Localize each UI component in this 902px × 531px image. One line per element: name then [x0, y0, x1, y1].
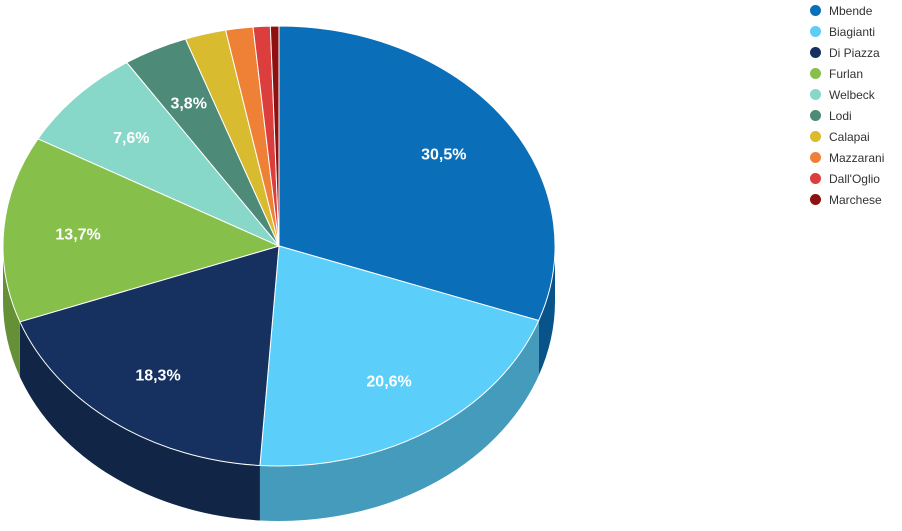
legend-label: Mazzarani [829, 150, 885, 165]
slice-marchese[interactable] [269, 25, 280, 247]
legend-label: Furlan [829, 66, 864, 81]
slice-furlan[interactable] [2, 138, 280, 323]
legend-item-mazzarani[interactable]: Mazzarani [810, 147, 902, 168]
legend-marker-icon [810, 152, 821, 163]
legend-marker-icon [810, 89, 821, 100]
legend-marker-icon [810, 131, 821, 142]
data-label-welbeck: 7,6% [113, 130, 149, 147]
legend-item-lodi[interactable]: Lodi [810, 105, 902, 126]
legend-label: Biagianti [829, 24, 876, 39]
pie-slices [2, 25, 556, 467]
legend-label: Marchese [829, 192, 882, 207]
legend-marker-icon [810, 26, 821, 37]
slice-side-furlan [3, 246, 20, 377]
legend-label: Mbende [829, 3, 873, 18]
legend-item-welbeck[interactable]: Welbeck [810, 84, 902, 105]
legend-item-dall-oglio[interactable]: Dall'Oglio [810, 168, 902, 189]
legend-marker-icon [810, 47, 821, 58]
data-labels: 30,5% 20,6% 18,3% 13,7% 7,6% 3,8% [55, 95, 466, 390]
legend-item-mbende[interactable]: Mbende [810, 0, 902, 21]
slice-welbeck[interactable] [37, 62, 280, 247]
legend-marker-icon [810, 194, 821, 205]
legend-item-furlan[interactable]: Furlan [810, 63, 902, 84]
data-label-di-piazza: 18,3% [135, 367, 180, 384]
legend: Mbende Biagianti Di Piazza Furlan Welbeck Lod… [810, 0, 902, 210]
slice-side-di-piazza [19, 321, 260, 521]
slice-di-piazza[interactable] [19, 245, 280, 466]
legend-marker-icon [810, 68, 821, 79]
legend-item-marchese[interactable]: Marchese [810, 189, 902, 210]
legend-label: Welbeck [829, 87, 875, 102]
slice-side-biagianti [259, 320, 539, 521]
slice-mbende[interactable] [278, 25, 556, 322]
data-label-furlan: 13,7% [55, 226, 100, 243]
legend-item-biagianti[interactable]: Biagianti [810, 21, 902, 42]
legend-label: Calapai [829, 129, 870, 144]
data-label-biagianti: 20,6% [366, 374, 411, 391]
legend-label: Dall'Oglio [829, 171, 880, 186]
legend-marker-icon [810, 5, 821, 16]
legend-item-di-piazza[interactable]: Di Piazza [810, 42, 902, 63]
legend-marker-icon [810, 110, 821, 121]
data-label-lodi: 3,8% [170, 95, 206, 112]
legend-label: Lodi [829, 108, 852, 123]
slice-biagianti[interactable] [259, 245, 540, 467]
data-label-mbende: 30,5% [421, 147, 466, 164]
slice-side-mbende [538, 246, 555, 376]
legend-label: Di Piazza [829, 45, 880, 60]
legend-marker-icon [810, 173, 821, 184]
legend-item-calapai[interactable]: Calapai [810, 126, 902, 147]
